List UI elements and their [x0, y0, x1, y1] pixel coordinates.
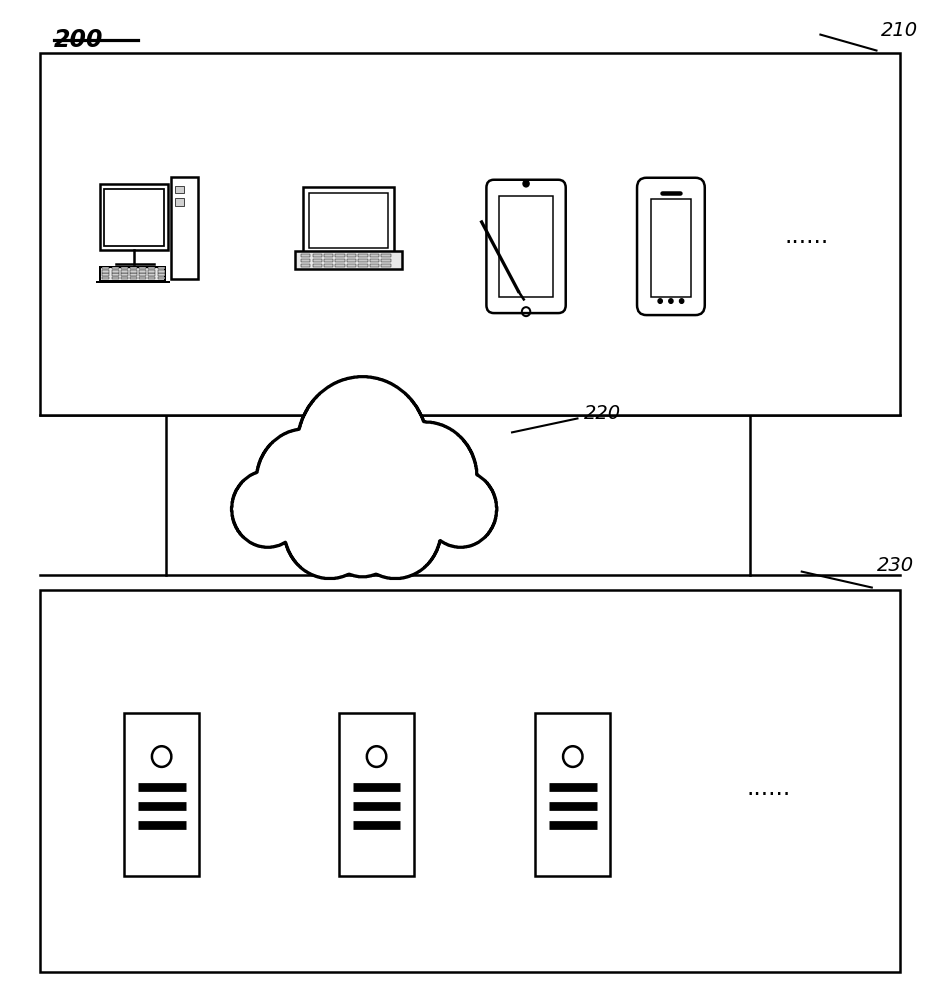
- Bar: [158, 273, 164, 276]
- Bar: [102, 277, 109, 279]
- Bar: [121, 273, 128, 276]
- Bar: [312, 264, 321, 267]
- Bar: [104, 189, 164, 246]
- Bar: [358, 259, 368, 262]
- Bar: [112, 277, 118, 279]
- Bar: [370, 259, 379, 262]
- Circle shape: [668, 299, 673, 303]
- Bar: [130, 277, 137, 279]
- Text: 210: 210: [881, 21, 918, 40]
- Bar: [324, 259, 333, 262]
- Bar: [158, 267, 164, 269]
- Bar: [158, 277, 164, 279]
- Bar: [171, 177, 198, 279]
- Bar: [149, 273, 155, 276]
- Bar: [139, 273, 146, 276]
- Bar: [339, 713, 414, 876]
- Bar: [139, 277, 146, 279]
- Bar: [347, 264, 356, 267]
- Bar: [370, 254, 379, 257]
- Bar: [149, 270, 155, 273]
- Bar: [139, 270, 146, 273]
- Bar: [101, 267, 165, 281]
- Bar: [158, 270, 164, 273]
- FancyBboxPatch shape: [637, 178, 705, 315]
- Bar: [301, 264, 310, 267]
- Bar: [536, 713, 610, 876]
- Bar: [112, 270, 118, 273]
- Text: 200: 200: [55, 28, 103, 52]
- Circle shape: [680, 299, 683, 303]
- Text: ......: ......: [784, 224, 828, 248]
- Bar: [121, 270, 128, 273]
- Circle shape: [658, 299, 663, 303]
- Bar: [101, 184, 167, 250]
- Bar: [358, 254, 368, 257]
- Bar: [324, 254, 333, 257]
- Bar: [347, 254, 356, 257]
- FancyBboxPatch shape: [486, 180, 566, 313]
- Bar: [308, 193, 388, 248]
- FancyBboxPatch shape: [40, 52, 900, 415]
- Bar: [112, 273, 118, 276]
- FancyBboxPatch shape: [40, 589, 900, 972]
- Bar: [149, 277, 155, 279]
- Bar: [336, 259, 345, 262]
- Bar: [121, 277, 128, 279]
- Text: 230: 230: [876, 556, 914, 575]
- Bar: [347, 259, 356, 262]
- Bar: [651, 199, 691, 297]
- Circle shape: [523, 180, 529, 187]
- Bar: [130, 270, 137, 273]
- Bar: [301, 259, 310, 262]
- Bar: [312, 259, 321, 262]
- Bar: [121, 267, 128, 269]
- Bar: [102, 270, 109, 273]
- Bar: [370, 264, 379, 267]
- Bar: [382, 259, 391, 262]
- Bar: [382, 254, 391, 257]
- Bar: [149, 267, 155, 269]
- Bar: [336, 254, 345, 257]
- Bar: [124, 713, 199, 876]
- Bar: [499, 196, 553, 297]
- Bar: [175, 186, 184, 193]
- Bar: [336, 264, 345, 267]
- Bar: [102, 267, 109, 269]
- Bar: [130, 273, 137, 276]
- Bar: [102, 273, 109, 276]
- Bar: [301, 254, 310, 257]
- Bar: [112, 267, 118, 269]
- Text: 220: 220: [584, 404, 621, 423]
- Text: ......: ......: [747, 776, 791, 800]
- Bar: [175, 198, 184, 206]
- Bar: [295, 251, 402, 269]
- Bar: [324, 264, 333, 267]
- Bar: [312, 254, 321, 257]
- Bar: [139, 267, 146, 269]
- Bar: [382, 264, 391, 267]
- Bar: [303, 187, 395, 252]
- Bar: [130, 267, 137, 269]
- Bar: [358, 264, 368, 267]
